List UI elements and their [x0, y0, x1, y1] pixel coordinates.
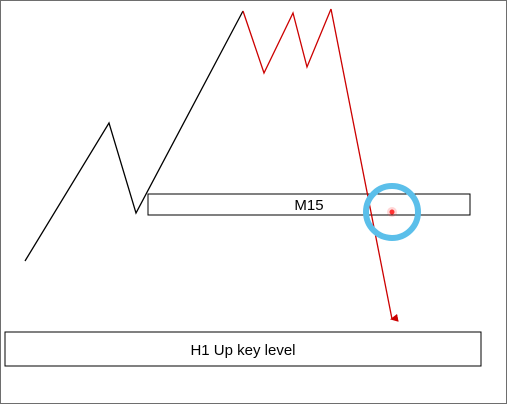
h1-key-level-label: H1 Up key level	[190, 342, 295, 359]
h1-key-level-box	[4, 331, 482, 367]
breakout-highlight-circle	[363, 183, 421, 241]
breakout-point-dot	[389, 209, 395, 215]
top-pattern-line	[242, 8, 332, 75]
breakout-point-glow	[387, 207, 397, 217]
m15-zone-box	[147, 193, 471, 216]
m15-zone-label: M15	[294, 197, 323, 214]
drop-arrow	[330, 8, 399, 322]
uptrend-zigzag-line	[24, 10, 244, 262]
